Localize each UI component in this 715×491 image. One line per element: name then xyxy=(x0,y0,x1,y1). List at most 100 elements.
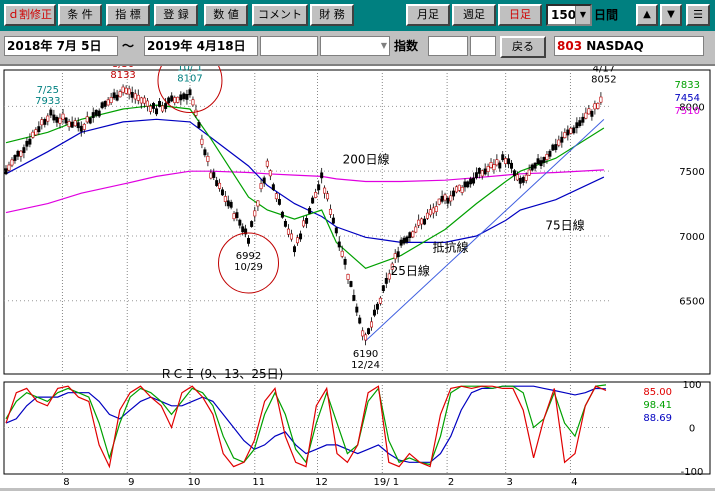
candle-body xyxy=(148,105,152,112)
candle-body xyxy=(244,228,248,235)
candle-body xyxy=(593,103,597,110)
candle-body xyxy=(299,233,303,240)
candle-body xyxy=(434,206,438,212)
candle-body xyxy=(209,172,213,179)
candle-body xyxy=(457,184,461,191)
rci-tick-label: -100 xyxy=(681,467,704,478)
candle-body xyxy=(155,108,159,115)
register-button[interactable]: 登 録 xyxy=(154,4,198,26)
candle-body xyxy=(296,237,300,244)
values-button[interactable]: 数 値 xyxy=(204,4,248,26)
candle-body xyxy=(402,237,406,244)
conditions-button[interactable]: 条 件 xyxy=(58,4,102,26)
days-value: 150 xyxy=(551,8,577,22)
financials-button[interactable]: 財 務 xyxy=(310,4,354,26)
candle-body xyxy=(375,303,379,310)
candle-body xyxy=(569,127,573,134)
price-panel-frame xyxy=(3,69,711,375)
candle-body xyxy=(334,227,338,234)
candle-body xyxy=(423,218,427,225)
candle-body xyxy=(431,207,435,214)
candle-body xyxy=(411,231,415,238)
price-tick-label: 8000 xyxy=(679,102,704,113)
candle-body xyxy=(572,127,576,134)
candle-body xyxy=(483,168,487,175)
candle-body xyxy=(106,99,110,106)
candle-body xyxy=(286,228,290,235)
candle-body xyxy=(133,93,137,100)
empty-field-2[interactable] xyxy=(428,36,468,56)
annotation-value: 7933 xyxy=(35,96,60,107)
candle-body xyxy=(247,237,251,244)
candle-body xyxy=(52,114,56,121)
candle-body xyxy=(170,95,174,102)
candle-body xyxy=(112,92,116,99)
candle-body xyxy=(554,144,558,150)
candle-body xyxy=(328,208,332,215)
candle-body xyxy=(49,109,53,116)
days-select[interactable]: 150 ▼ xyxy=(546,4,592,26)
range-bar: 2018年 7月 5日 〜 2019年 4月18日 ▼ 指数 戻る 803 NA… xyxy=(0,31,715,62)
candle-body xyxy=(367,328,371,334)
back-button[interactable]: 戻る xyxy=(500,36,546,58)
code-field[interactable]: 803 NASDAQ xyxy=(554,36,704,56)
comment-button[interactable]: コメント xyxy=(252,4,308,26)
ma25-label: 25日線 xyxy=(391,263,430,278)
rci-tick-label: 100 xyxy=(682,380,701,391)
rci-title: ＲＣＩ (9、13、25日) xyxy=(160,367,283,381)
daily-button[interactable]: 日足 xyxy=(498,4,542,26)
candle-body xyxy=(449,195,453,202)
monthly-button[interactable]: 月足 xyxy=(406,4,450,26)
ma75-line xyxy=(5,118,605,243)
candle-body xyxy=(326,193,330,200)
candle-body xyxy=(566,129,570,136)
candle-body xyxy=(13,155,17,161)
empty-field-1[interactable] xyxy=(260,36,318,56)
scroll-up-button[interactable]: ▲ xyxy=(636,4,658,26)
candle-body xyxy=(64,117,68,124)
candle-body xyxy=(167,97,171,104)
x-axis-label: 9 xyxy=(128,477,134,488)
candle-body xyxy=(587,108,591,115)
candle-body xyxy=(551,144,555,151)
candle-body xyxy=(355,306,359,313)
candle-body xyxy=(109,97,113,103)
triangle-up-icon: ▲ xyxy=(643,9,651,20)
end-date-field[interactable]: 2019年 4月18日 xyxy=(144,36,258,56)
support-label: 抵抗線 xyxy=(432,240,468,255)
dividend-adjust-button[interactable]: ｄ割修正 xyxy=(4,4,56,26)
chevron-down-icon: ▼ xyxy=(575,6,590,24)
start-date-field[interactable]: 2018年 7月 5日 xyxy=(4,36,118,56)
candle-body xyxy=(384,278,388,284)
candle-body xyxy=(446,197,450,204)
candle-body xyxy=(158,101,162,107)
candle-body xyxy=(590,110,594,117)
candle-body xyxy=(331,217,335,224)
candle-body xyxy=(25,140,29,147)
market-select[interactable]: ▼ xyxy=(320,36,390,56)
symbol-name: NASDAQ xyxy=(586,39,644,53)
candle-body xyxy=(370,321,374,328)
candle-body xyxy=(283,220,287,227)
candle-body xyxy=(70,121,74,128)
candle-body xyxy=(425,212,429,219)
candle-body xyxy=(280,211,284,218)
toolbar: ｄ割修正 条 件 指 標 登 録 数 値 コメント 財 務 月足 週足 日足 1… xyxy=(0,0,715,31)
candle-body xyxy=(274,193,278,200)
scroll-down-button[interactable]: ▼ xyxy=(660,4,682,26)
indicators-button[interactable]: 指 標 xyxy=(106,4,150,26)
candle-body xyxy=(463,181,467,188)
candle-body xyxy=(378,297,382,304)
candle-body xyxy=(372,309,376,316)
candle-body xyxy=(596,103,600,109)
candle-body xyxy=(320,172,324,179)
candle-body xyxy=(510,162,514,169)
candle-body xyxy=(311,197,315,204)
menu-button[interactable]: ☰ xyxy=(686,4,710,26)
candle-body xyxy=(495,159,499,166)
empty-field-3[interactable] xyxy=(470,36,496,56)
weekly-button[interactable]: 週足 xyxy=(452,4,496,26)
candle-body xyxy=(530,164,534,171)
candle-body xyxy=(545,154,549,160)
candle-body xyxy=(539,160,543,166)
